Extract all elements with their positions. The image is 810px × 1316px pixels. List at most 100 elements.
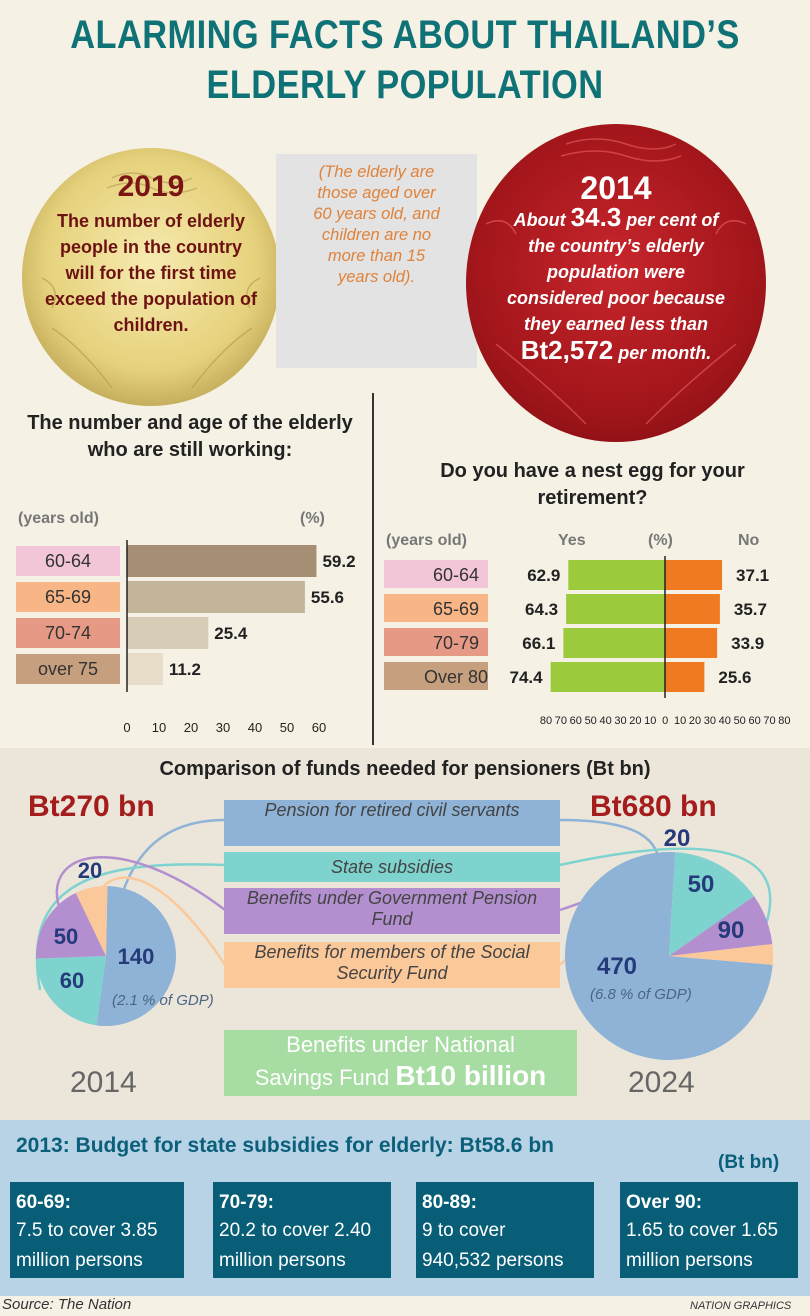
national-savings-line2: Savings Fund Bt10 billion [224,1060,577,1094]
nest-age-label: 65-69 [433,599,479,619]
amount-2024: Bt680 bn [590,790,717,823]
working-bar-value: 55.6 [311,588,344,607]
pie-slice-value: 50 [54,924,78,949]
fact-2014-amount: Bt2,572 [520,335,614,365]
age-label-box [16,546,120,576]
no-bar-value: 35.7 [734,600,767,619]
yes-bar [566,594,665,624]
no-bar [665,662,705,692]
subsidy-head: 60-69: [16,1192,71,1213]
nest-chart-svg: 60-64 62.9 37.1 65-69 64.3 35.7 70-79 66.1 33.9 O… [384,556,791,727]
year-2024-label: 2024 [628,1066,695,1099]
pie-slice-value: 470 [597,953,637,980]
fact-2014-percent: 34.3 [570,202,622,232]
pie-slice [565,852,773,1060]
nest-egg-no-label: No [738,532,760,549]
pie-slice [36,892,106,959]
title-line-2: ELDERLY POPULATION [206,63,604,107]
national-savings-fund-box: Benefits under National Savings Fund Bt1… [224,1030,577,1096]
age-label-box [16,618,120,648]
nest-age-label-box [384,662,488,690]
nest-tick-label: 80 [540,715,552,727]
pie-2014-svg: 140 60 50 20 [36,858,176,1026]
nest-tick-label: 80 [778,715,790,727]
age-label: 60-64 [45,551,91,571]
national-savings-text2: Savings Fund [254,1065,390,1090]
nest-age-label-box [384,594,488,622]
working-bar-value: 25.4 [214,624,248,643]
national-savings-amount: Bt10 billion [395,1060,547,1091]
pensions-title: Comparison of funds needed for pensioner… [159,758,651,780]
nest-age-label: 60-64 [433,565,479,585]
subsidy-line2: 940,532 persons [422,1250,564,1271]
working-tick-label: 50 [280,720,294,735]
subsidy-box-over-90: Over 90: 1.65 to cover 1.65 million pers… [620,1182,798,1278]
nest-tick-label: 30 [614,715,626,727]
nest-tick-label: 20 [689,715,701,727]
subsidy-box-80-89: 80-89: 9 to cover 940,532 persons [416,1182,594,1278]
nest-age-label-box [384,628,488,656]
nest-tick-label: 20 [629,715,641,727]
working-tick-label: 40 [248,720,262,735]
working-tick-label: 60 [312,720,326,735]
fact-2014-circle: 2014 About 34.3 per cent of the country’… [466,124,766,442]
title-line-1: ALARMING FACTS ABOUT THAILAND’S [70,13,740,57]
working-bar [127,653,163,685]
nest-egg-y-label: (years old) [386,532,467,549]
decorative-swirls [41,172,261,389]
fact-2014-year: 2014 [580,170,652,206]
subsidy-line1: 9 to cover [422,1220,506,1241]
section-divider [372,393,374,745]
subsidy-box-60-69: 60-69: 7.5 to cover 3.85 million persons [10,1182,184,1278]
working-bar [127,581,305,613]
no-bar-value: 37.1 [736,566,769,585]
nest-tick-label: 70 [763,715,775,727]
subsidy-line1: 20.2 to cover 2.40 [219,1220,372,1241]
amount-2014: Bt270 bn [28,790,155,823]
pie-slice [96,886,176,1026]
fact-2019-circle: 2019 The number of elderly people in the… [22,148,280,406]
age-label: 65-69 [45,587,91,607]
subsidy-line2: million persons [219,1250,346,1271]
pie-slice-value: 20 [78,858,102,883]
legend-social-security-fund-text: Benefits for members of the Social Secur… [254,942,530,983]
nest-tick-label: 40 [719,715,731,727]
decorative-swirls [485,138,747,425]
pie-chart-2024: 470 90 50 20 [565,825,773,1060]
working-unit-label: (%) [300,510,325,527]
fact-2019-text: The number of elderly people in the coun… [44,211,258,335]
subsidy-line2: million persons [626,1250,753,1271]
national-savings-text: Benefits under National [286,1032,515,1057]
gdp-2014: (2.1 % of GDP) [112,992,214,1009]
page-title: ALARMING FACTS ABOUT THAILAND’S ELDERLY … [57,10,754,110]
nest-tick-label: 60 [748,715,760,727]
working-chart-title: The number and age of the elderly who ar… [27,412,353,461]
gdp-2024: (6.8 % of GDP) [590,986,692,1003]
yes-bar [563,628,665,658]
subsidy-head: 80-89: [422,1192,477,1213]
subsidy-line1: 7.5 to cover 3.85 [16,1220,158,1241]
legend-state-subsidies-text: State subsidies [330,857,454,877]
fact-2014-text-c: per month. [618,343,712,363]
fact-2014-text-a: About [513,210,566,230]
nest-egg-title: Do you have a nest egg for your retireme… [440,460,745,509]
working-tick-label: 10 [152,720,166,735]
age-label: 70-74 [45,623,91,643]
nest-tick-label: 10 [644,715,656,727]
legend-social-security-fund: Benefits for members of the Social Secur… [224,942,560,988]
nest-tick-label: 70 [555,715,567,727]
legend-gov-pension-fund-text: Benefits under Government Pension Fund [246,888,538,929]
pie-slice [669,852,755,956]
yes-bar [568,560,665,590]
source-credit: Source: The Nation [2,1296,132,1313]
working-y-label: (years old) [18,510,99,527]
nest-age-label: 70-79 [433,633,479,653]
fact-2014-text: About 34.3 per cent of the country’s eld… [502,204,730,366]
nest-tick-label: 30 [704,715,716,727]
working-bar-value: 59.2 [322,552,355,571]
subsidies-unit: (Bt bn) [718,1152,780,1173]
nest-tick-label: 40 [599,715,611,727]
nest-tick-label: 50 [734,715,746,727]
no-bar [665,560,723,590]
graphics-credit: NATION GRAPHICS [690,1300,792,1312]
